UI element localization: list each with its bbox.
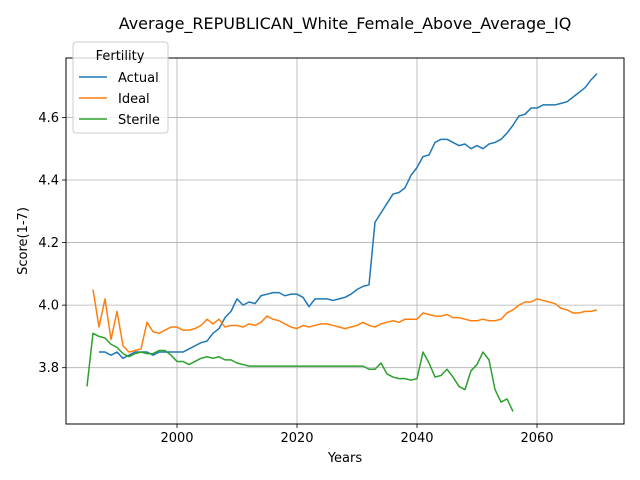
x-axis-title: Years <box>327 451 363 466</box>
legend-label-ideal: Ideal <box>118 92 150 107</box>
y-tick-label: 3.8 <box>38 361 59 376</box>
chart-title: Average_REPUBLICAN_White_Female_Above_Av… <box>119 14 572 34</box>
x-axis: 2000 2020 2040 2060 <box>160 424 554 446</box>
legend-box <box>72 41 169 134</box>
y-tick-label: 4.0 <box>38 299 59 314</box>
plot-frame <box>65 57 625 425</box>
series-line-sterile <box>86 332 514 412</box>
y-axis: 3.8 4.0 4.2 4.4 4.6 <box>38 111 66 376</box>
series-line-ideal <box>92 289 598 353</box>
x-tick-label: 2060 <box>520 431 553 446</box>
legend: Fertility Actual Ideal Sterile <box>72 41 169 134</box>
series-layer <box>86 73 598 412</box>
y-tick-label: 4.4 <box>38 174 59 189</box>
legend-label-sterile: Sterile <box>118 113 160 128</box>
x-tick-label: 2000 <box>160 431 193 446</box>
legend-label-actual: Actual <box>118 71 159 86</box>
x-tick-label: 2040 <box>400 431 433 446</box>
series-line-actual <box>99 73 598 360</box>
y-tick-label: 4.6 <box>38 111 59 126</box>
legend-title: Fertility <box>96 49 145 64</box>
y-tick-label: 4.2 <box>38 236 59 251</box>
y-axis-title: Score(1-7) <box>16 207 31 275</box>
x-tick-label: 2020 <box>280 431 313 446</box>
